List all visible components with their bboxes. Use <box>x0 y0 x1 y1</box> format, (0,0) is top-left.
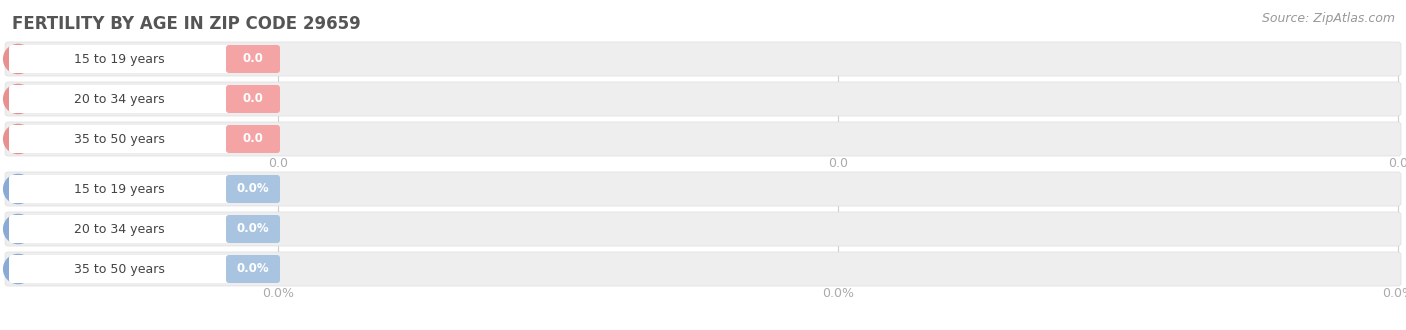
Text: 0.0%: 0.0% <box>236 222 270 236</box>
FancyBboxPatch shape <box>6 212 1400 246</box>
FancyBboxPatch shape <box>226 45 280 73</box>
FancyBboxPatch shape <box>226 85 280 113</box>
FancyBboxPatch shape <box>226 255 280 283</box>
Text: 0.0: 0.0 <box>1388 157 1406 170</box>
Text: 0.0%: 0.0% <box>1382 287 1406 300</box>
FancyBboxPatch shape <box>226 125 280 153</box>
Text: 35 to 50 years: 35 to 50 years <box>75 262 165 276</box>
FancyBboxPatch shape <box>6 172 1400 206</box>
Text: 0.0%: 0.0% <box>823 287 853 300</box>
Circle shape <box>4 124 32 153</box>
FancyBboxPatch shape <box>6 122 1400 156</box>
FancyBboxPatch shape <box>226 175 280 203</box>
Circle shape <box>4 175 32 204</box>
FancyBboxPatch shape <box>8 255 231 283</box>
FancyBboxPatch shape <box>8 175 231 203</box>
FancyBboxPatch shape <box>8 85 231 113</box>
FancyBboxPatch shape <box>8 45 231 73</box>
Text: 0.0%: 0.0% <box>236 182 270 195</box>
Text: 20 to 34 years: 20 to 34 years <box>75 222 165 236</box>
Text: 20 to 34 years: 20 to 34 years <box>75 92 165 106</box>
FancyBboxPatch shape <box>6 252 1400 286</box>
Text: 0.0%: 0.0% <box>262 287 294 300</box>
Text: 35 to 50 years: 35 to 50 years <box>75 133 165 146</box>
Text: 0.0: 0.0 <box>243 52 263 65</box>
FancyBboxPatch shape <box>6 42 1400 76</box>
Text: 0.0: 0.0 <box>243 133 263 146</box>
Text: 0.0: 0.0 <box>828 157 848 170</box>
Text: FERTILITY BY AGE IN ZIP CODE 29659: FERTILITY BY AGE IN ZIP CODE 29659 <box>13 15 361 33</box>
Circle shape <box>4 214 32 244</box>
Text: 15 to 19 years: 15 to 19 years <box>75 182 165 195</box>
Circle shape <box>4 84 32 114</box>
FancyBboxPatch shape <box>8 125 231 153</box>
Circle shape <box>4 45 32 74</box>
Text: Source: ZipAtlas.com: Source: ZipAtlas.com <box>1263 12 1395 25</box>
Text: 15 to 19 years: 15 to 19 years <box>75 52 165 65</box>
Text: 0.0: 0.0 <box>243 92 263 106</box>
FancyBboxPatch shape <box>8 215 231 243</box>
Circle shape <box>4 254 32 283</box>
Text: 0.0%: 0.0% <box>236 262 270 276</box>
FancyBboxPatch shape <box>6 82 1400 116</box>
FancyBboxPatch shape <box>226 215 280 243</box>
Text: 0.0: 0.0 <box>269 157 288 170</box>
